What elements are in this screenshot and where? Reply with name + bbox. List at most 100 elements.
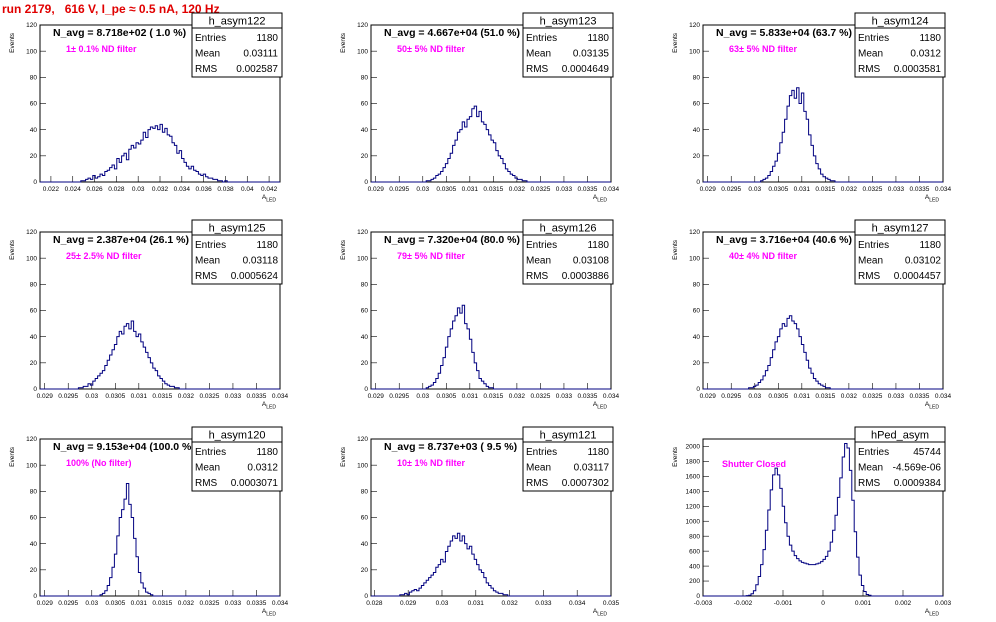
stats-label: Mean bbox=[195, 256, 220, 267]
stats-label: Mean bbox=[526, 256, 551, 267]
stats-label: Entries bbox=[195, 240, 226, 251]
y-tick-label: 100 bbox=[26, 255, 37, 262]
histogram-line bbox=[371, 304, 611, 390]
y-axis-label: Events bbox=[340, 32, 347, 53]
x-tick-label: 0.0295 bbox=[58, 600, 78, 607]
y-tick-label: 0 bbox=[33, 386, 37, 393]
y-axis-label: Events bbox=[340, 446, 347, 467]
y-tick-label: 1400 bbox=[686, 489, 701, 496]
stats-label: RMS bbox=[858, 478, 881, 489]
x-tick-label: 0.032 bbox=[509, 186, 526, 193]
x-tick-label: 0.03 bbox=[436, 600, 449, 607]
histogram-line bbox=[40, 123, 280, 183]
stats-value: -4.569e-06 bbox=[893, 463, 942, 474]
stats-value: 1180 bbox=[919, 33, 941, 44]
x-tick-label: 0.0335 bbox=[247, 600, 267, 607]
stats-box bbox=[522, 12, 614, 78]
n-avg-annotation: N_avg = 2.387e+04 (26.1 %) bbox=[53, 234, 189, 246]
y-tick-label: 600 bbox=[689, 548, 700, 555]
histogram-name: h_asym123 bbox=[540, 16, 597, 28]
n-avg-annotation: N_avg = 9.153e+04 (100.0 %) bbox=[53, 441, 195, 453]
y-tick-label: 0 bbox=[33, 593, 37, 600]
stats-box bbox=[854, 426, 946, 492]
x-tick-label: 0.034 bbox=[174, 186, 191, 193]
x-axis-label-subscript: LED bbox=[929, 405, 939, 411]
x-tick-label: 0.0305 bbox=[768, 393, 788, 400]
y-axis-label: Events bbox=[9, 239, 16, 260]
x-tick-label: 0.0335 bbox=[910, 186, 930, 193]
y-axis-label: Events bbox=[340, 239, 347, 260]
stats-value: 1180 bbox=[587, 240, 609, 251]
y-tick-label: 1800 bbox=[686, 459, 701, 466]
n-avg-annotation: N_avg = 7.320e+04 (80.0 %) bbox=[384, 234, 520, 246]
histogram-panel-h_asym120: 0 20 40 60 80 100 120 0.029 0.0295 0.03 0.0305 0.03… bbox=[9, 426, 289, 618]
stats-label: Entries bbox=[526, 447, 557, 458]
x-tick-label: 0.0325 bbox=[199, 393, 219, 400]
x-tick-label: 0.0325 bbox=[530, 393, 550, 400]
histogram-name: h_asym125 bbox=[209, 223, 266, 235]
y-tick-label: 40 bbox=[693, 127, 701, 134]
y-axis-label: Events bbox=[9, 446, 16, 467]
x-axis-label-subscript: LED bbox=[266, 612, 276, 618]
y-tick-label: 40 bbox=[361, 334, 369, 341]
stats-label: Mean bbox=[526, 49, 551, 60]
y-tick-label: 20 bbox=[30, 153, 38, 160]
x-tick-label: -0.003 bbox=[694, 600, 713, 607]
stats-label: RMS bbox=[526, 271, 549, 282]
x-axis-label-subscript: LED bbox=[929, 612, 939, 618]
x-tick-label: 0.0325 bbox=[530, 186, 550, 193]
y-tick-label: 40 bbox=[30, 127, 38, 134]
y-tick-label: 100 bbox=[689, 48, 700, 55]
stats-box bbox=[191, 12, 283, 78]
x-tick-label: 0.0335 bbox=[578, 393, 598, 400]
histogram-line bbox=[703, 87, 943, 183]
x-tick-label: 0.03 bbox=[748, 393, 761, 400]
x-tick-label: 0.0295 bbox=[389, 186, 409, 193]
y-tick-label: 60 bbox=[361, 308, 369, 315]
histogram-name: h_asym124 bbox=[872, 16, 929, 28]
x-axis-label: ALED bbox=[925, 194, 939, 204]
stats-label: Mean bbox=[195, 49, 220, 60]
x-tick-label: 0.031 bbox=[462, 186, 479, 193]
x-tick-label: 0.0305 bbox=[105, 600, 125, 607]
x-tick-label: 0.029 bbox=[368, 393, 385, 400]
stats-value: 0.03135 bbox=[573, 49, 610, 60]
y-tick-label: 40 bbox=[361, 541, 369, 548]
x-tick-label: 0.0335 bbox=[247, 393, 267, 400]
histogram-name: h_asym121 bbox=[540, 430, 597, 442]
y-tick-label: 0 bbox=[364, 179, 368, 186]
y-tick-label: 120 bbox=[26, 229, 37, 236]
y-tick-label: 20 bbox=[693, 153, 701, 160]
y-tick-label: 100 bbox=[357, 48, 368, 55]
x-axis-label-main: A bbox=[593, 401, 598, 408]
stats-value: 45744 bbox=[913, 447, 941, 458]
stats-label: RMS bbox=[858, 271, 881, 282]
stats-label: RMS bbox=[195, 478, 218, 489]
x-tick-label: 0.0305 bbox=[768, 186, 788, 193]
x-tick-label: 0.03 bbox=[748, 186, 761, 193]
x-tick-label: 0.036 bbox=[195, 186, 212, 193]
histogram-panel-h_asym121: 0 20 40 60 80 100 120 0.028 0.029 0.03 0.031 0.032 0… bbox=[340, 426, 620, 618]
filter-label: 100% (No filter) bbox=[66, 458, 132, 468]
y-axis-label: Events bbox=[672, 446, 679, 467]
x-tick-label: 0.032 bbox=[509, 393, 526, 400]
stats-value: 0.0009384 bbox=[894, 478, 942, 489]
y-tick-label: 40 bbox=[30, 334, 38, 341]
y-tick-label: 0 bbox=[696, 386, 700, 393]
y-tick-label: 80 bbox=[693, 75, 701, 82]
x-tick-label: 0.028 bbox=[366, 600, 383, 607]
y-tick-label: 80 bbox=[693, 282, 701, 289]
x-tick-label: 0.033 bbox=[888, 393, 905, 400]
histogram-line bbox=[371, 532, 611, 597]
stats-label: RMS bbox=[526, 64, 549, 75]
stats-label: Mean bbox=[858, 463, 883, 474]
y-tick-label: 100 bbox=[357, 462, 368, 469]
y-tick-label: 800 bbox=[689, 533, 700, 540]
stats-value: 0.03102 bbox=[905, 256, 942, 267]
x-tick-label: 0.034 bbox=[935, 186, 952, 193]
n-avg-annotation: N_avg = 8.737e+03 ( 9.5 %) bbox=[384, 441, 517, 453]
stats-value: 0.0312 bbox=[910, 49, 941, 60]
y-tick-label: 120 bbox=[357, 436, 368, 443]
x-tick-label: 0.0295 bbox=[721, 186, 741, 193]
